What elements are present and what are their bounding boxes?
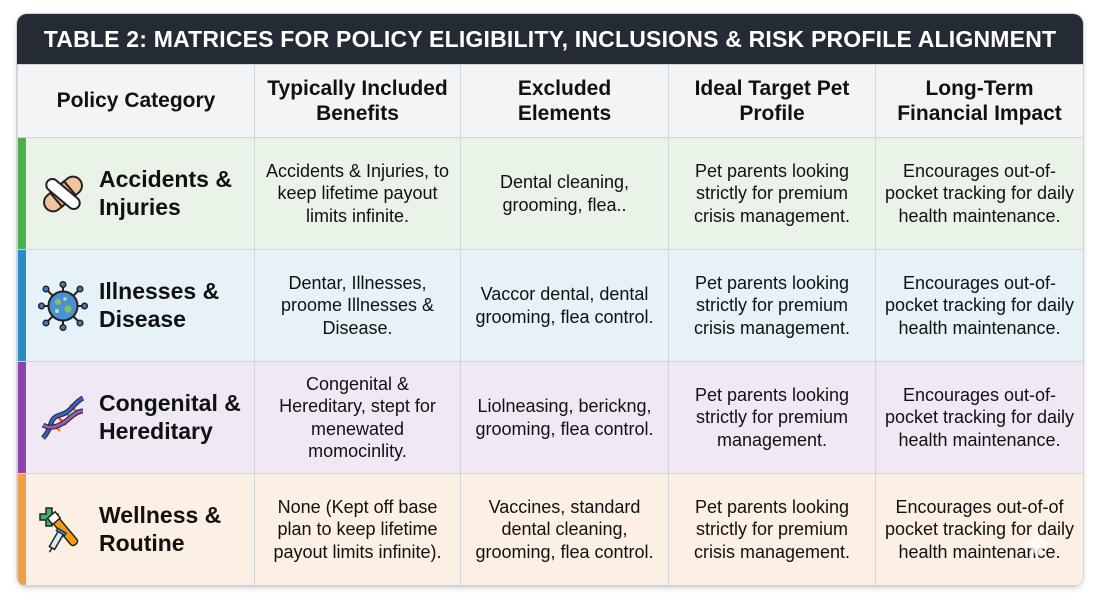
column-header-policy-category: Policy Category <box>17 64 255 138</box>
category-cell: Congenital & Hereditary <box>17 361 255 474</box>
target-profile-cell: Pet parents looking strictly for premium… <box>668 473 876 586</box>
included-benefits-cell: Congenital & Hereditary, stept for menew… <box>254 361 461 474</box>
category-cell: Illnesses & Disease <box>17 249 255 362</box>
excluded-elements-cell: Dental cleaning, grooming, flea.. <box>460 137 669 250</box>
category-cell: Accidents & Injuries <box>17 137 255 250</box>
included-benefits-cell: Accidents & Injuries, to keep lifetime p… <box>254 137 461 250</box>
sparkle-icon <box>1019 526 1055 562</box>
included-benefits-cell: Dentar, Illnesses, proome Illnesses & Di… <box>254 249 461 362</box>
category-label: Accidents & Injuries <box>99 165 232 220</box>
financial-impact-cell: Encourages out-of-pocket tracking for da… <box>875 137 1083 250</box>
financial-impact-cell: Encourages out-of-of pocket tracking for… <box>875 473 1083 586</box>
target-profile-cell: Pet parents looking strictly for premium… <box>668 361 876 474</box>
column-header-financial-impact: Long-Term Financial Impact <box>875 64 1083 138</box>
bandage-icon <box>43 175 83 212</box>
financial-impact-cell: Encourages out-of-pocket tracking for da… <box>875 249 1083 362</box>
category-accent-bar <box>18 250 26 361</box>
category-accent-bar <box>18 474 26 585</box>
excluded-elements-cell: Liolneasing, berickng, grooming, flea co… <box>460 361 669 474</box>
column-header-included-benefits: Typically Included Benefits <box>254 64 461 138</box>
table-row: Accidents & Injuries Accidents & Injurie… <box>17 137 1083 250</box>
financial-impact-cell: Encourages out-of-pocket tracking for da… <box>875 361 1083 474</box>
table-row: Congenital & Hereditary Congenital & Her… <box>17 361 1083 474</box>
header-row: Policy Category Typically Included Benef… <box>17 64 1083 138</box>
policy-matrix-table: Policy Category Typically Included Benef… <box>17 64 1083 586</box>
target-profile-cell: Pet parents looking strictly for premium… <box>668 137 876 250</box>
category-label: Illnesses & Disease <box>99 277 220 332</box>
table-row: Illnesses & Disease Dentar, Illnesses, p… <box>17 249 1083 362</box>
dna-icon <box>41 395 85 440</box>
target-profile-cell: Pet parents looking strictly for premium… <box>668 249 876 362</box>
table-row: Wellness & Routine None (Kept off base p… <box>17 473 1083 586</box>
excluded-elements-cell: Vaccines, standard dental cleaning, groo… <box>460 473 669 586</box>
included-benefits-cell: None (Kept off base plan to keep lifetim… <box>254 473 461 586</box>
category-cell: Wellness & Routine <box>17 473 255 586</box>
table-title: TABLE 2: MATRICES FOR POLICY ELIGIBILITY… <box>17 14 1083 64</box>
matrix-card: TABLE 2: MATRICES FOR POLICY ELIGIBILITY… <box>17 14 1083 586</box>
column-header-target-profile: Ideal Target Pet Profile <box>668 64 876 138</box>
category-label: Wellness & Routine <box>99 501 222 556</box>
wellness-kit-icon <box>39 506 79 553</box>
excluded-elements-cell: Vaccor dental, dental grooming, flea con… <box>460 249 669 362</box>
category-label: Congenital & Hereditary <box>99 389 241 444</box>
category-accent-bar <box>18 138 26 249</box>
virus-icon <box>38 280 88 331</box>
category-accent-bar <box>18 362 26 473</box>
column-header-excluded-elements: Excluded Elements <box>460 64 669 138</box>
